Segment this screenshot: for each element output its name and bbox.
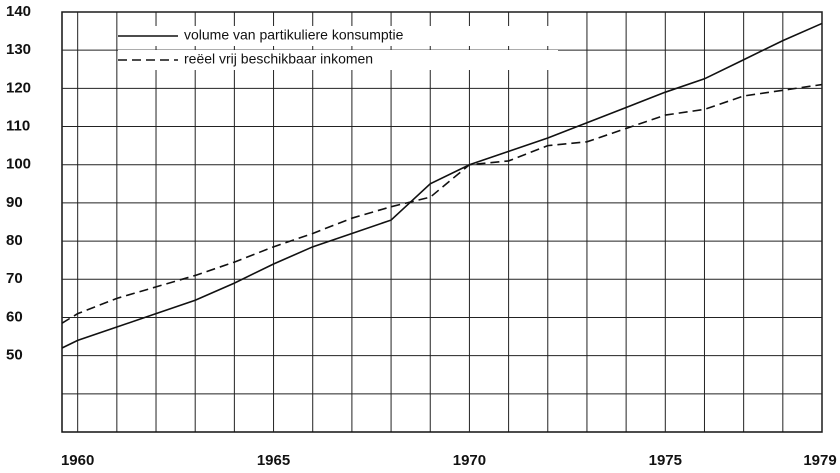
y-tick-label: 110 [6, 118, 30, 135]
y-tick-label: 120 [6, 79, 31, 96]
series-line [61, 22, 823, 349]
y-tick-label: 80 [6, 232, 23, 249]
y-tick-label: 100 [6, 156, 31, 173]
y-tick-label: 50 [6, 347, 23, 364]
legend-bg [118, 26, 558, 46]
legend-bg [118, 50, 558, 70]
series-line [61, 83, 823, 324]
y-tick-label: 60 [6, 308, 23, 325]
y-tick-label: 70 [6, 270, 23, 287]
x-tick-label: 1979 [803, 452, 836, 469]
legend-label: volume van partikuliere konsumptie [184, 27, 404, 43]
x-tick-label: 1960 [61, 452, 94, 469]
x-tick-label: 1965 [257, 452, 290, 469]
y-tick-label: 130 [6, 41, 31, 58]
x-tick-label: 1970 [453, 452, 486, 469]
y-tick-label: 140 [6, 3, 31, 20]
plot-frame [61, 11, 823, 433]
y-tick-label: 90 [6, 194, 23, 211]
x-tick-label: 1975 [649, 452, 682, 469]
legend-label: reëel vrij beschikbaar inkomen [184, 51, 373, 67]
